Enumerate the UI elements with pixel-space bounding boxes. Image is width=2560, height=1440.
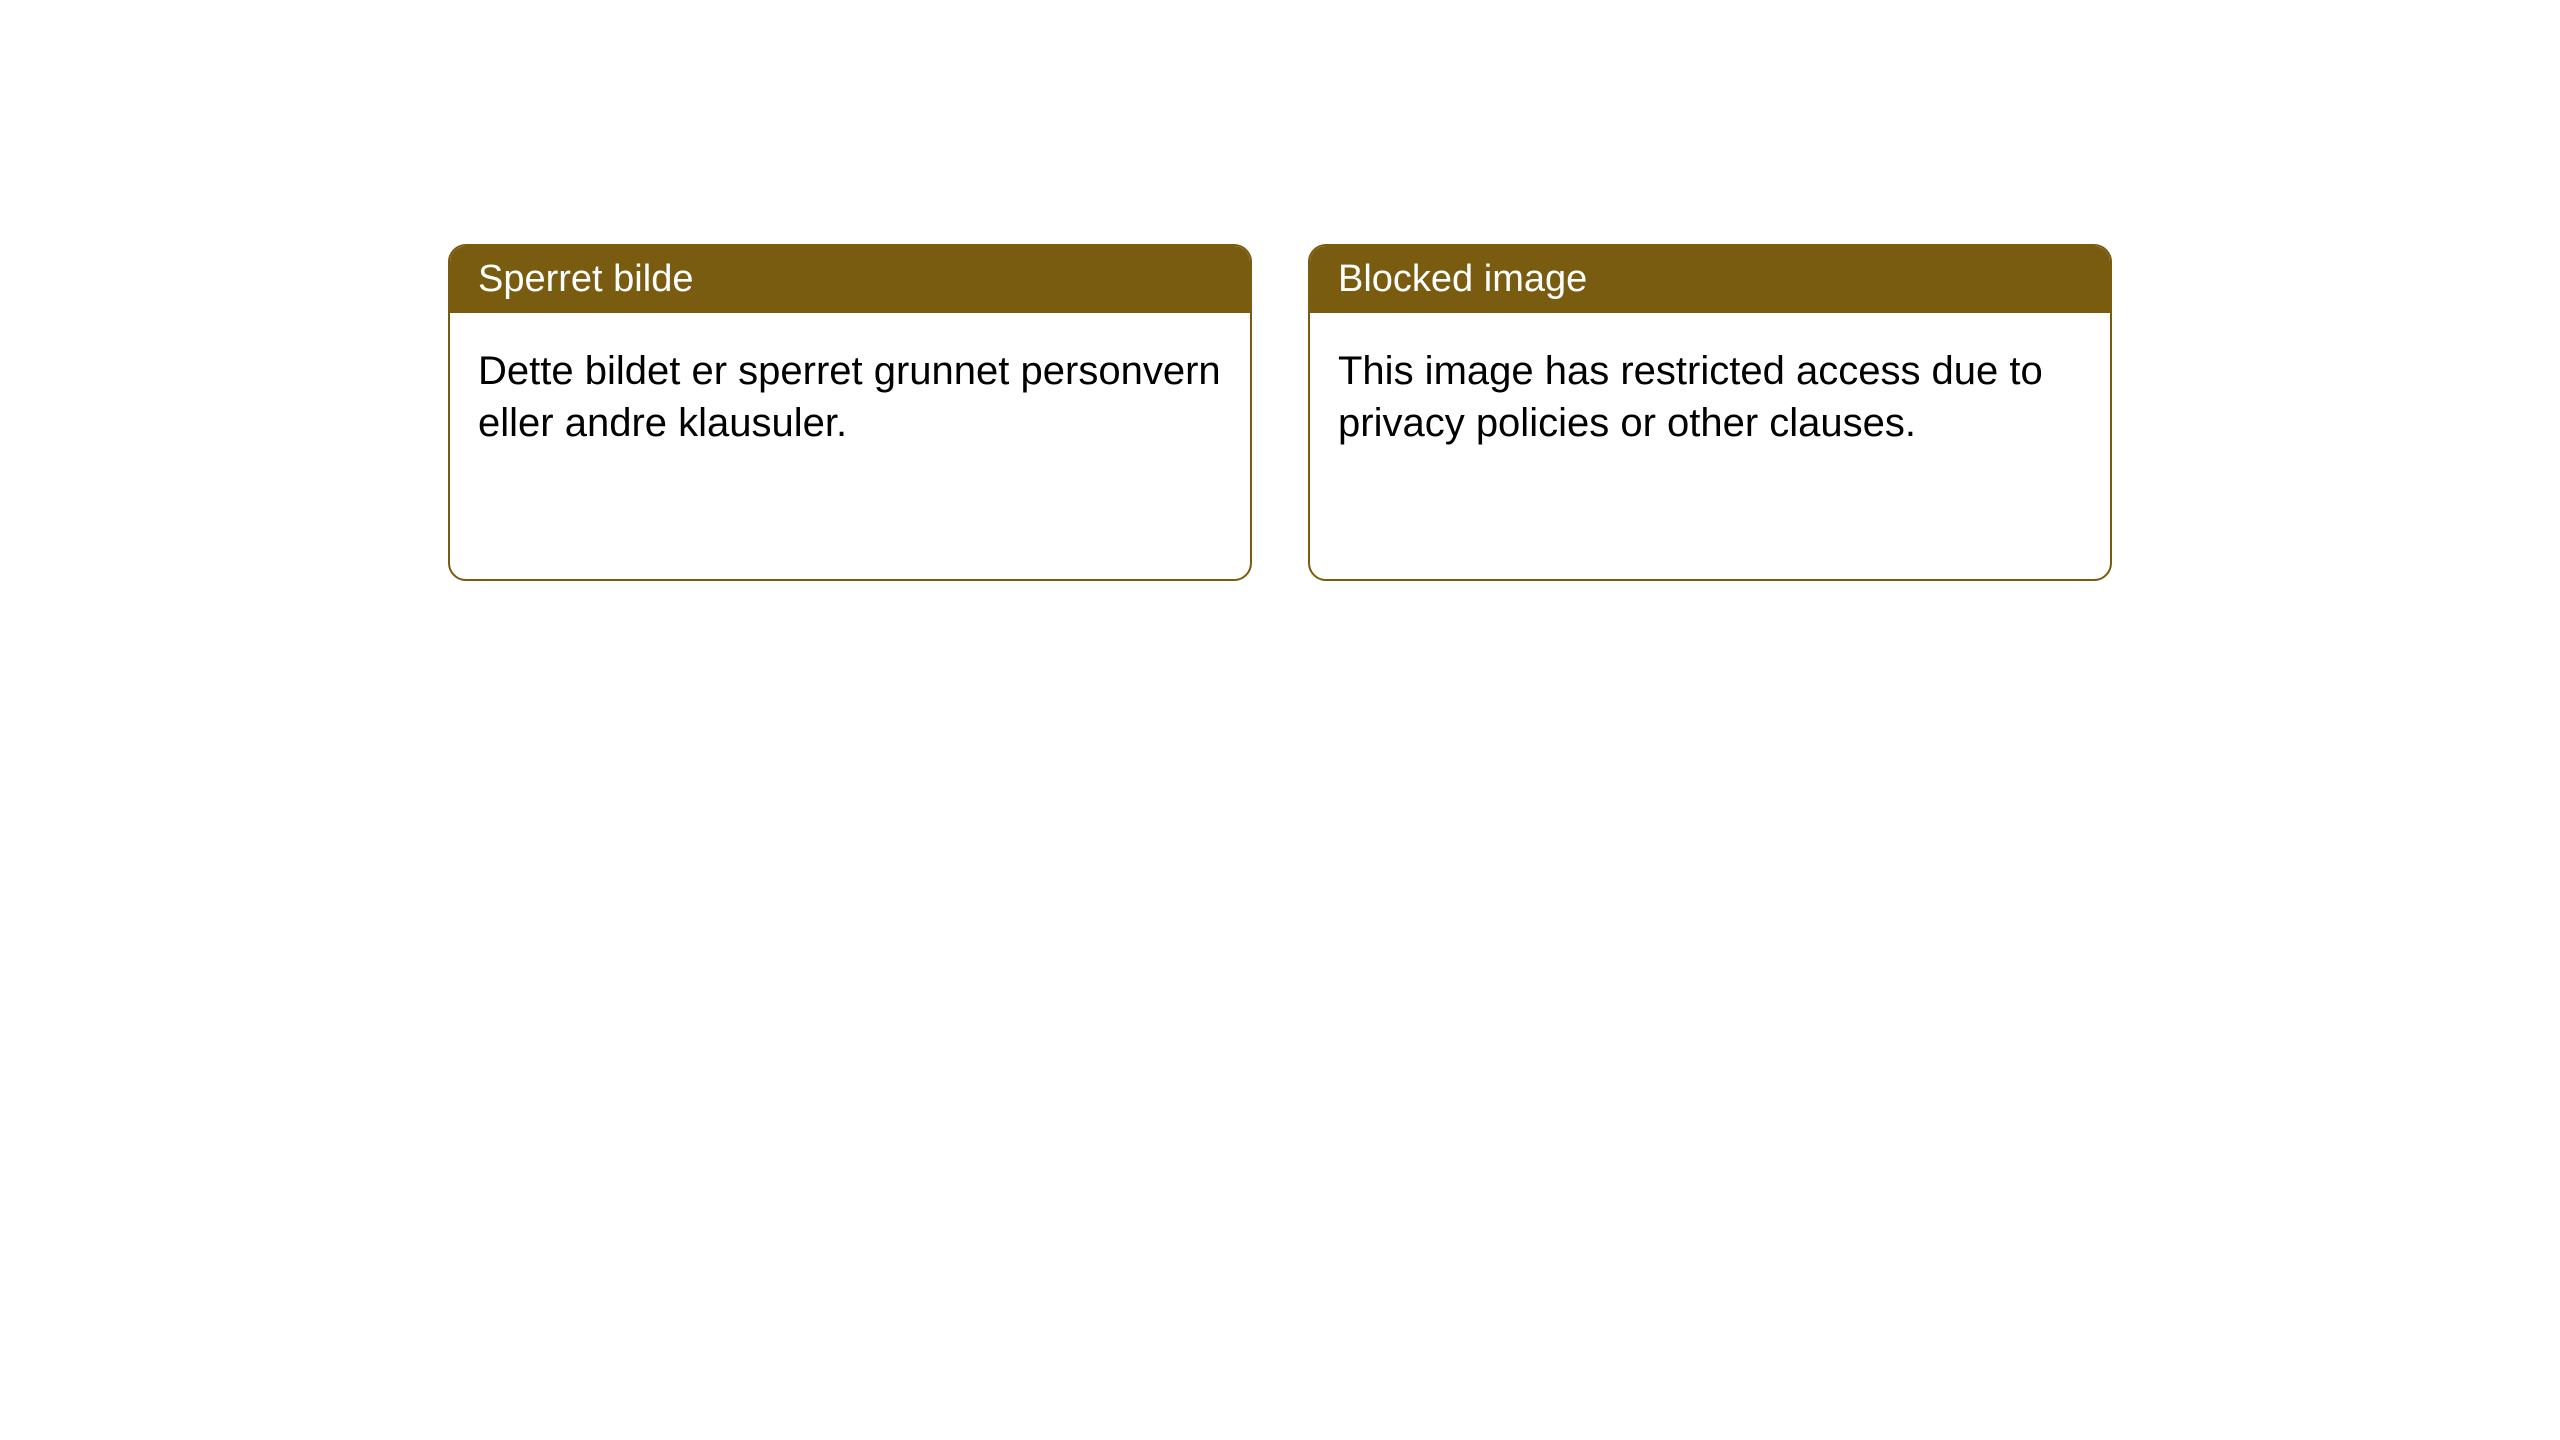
- blocked-image-card-english: Blocked image This image has restricted …: [1308, 244, 2112, 581]
- blocked-image-card-norwegian: Sperret bilde Dette bildet er sperret gr…: [448, 244, 1252, 581]
- card-header-english: Blocked image: [1310, 246, 2110, 313]
- card-body-english: This image has restricted access due to …: [1310, 313, 2110, 481]
- card-header-norwegian: Sperret bilde: [450, 246, 1250, 313]
- blocked-image-cards: Sperret bilde Dette bildet er sperret gr…: [448, 244, 2112, 581]
- card-body-norwegian: Dette bildet er sperret grunnet personve…: [450, 313, 1250, 481]
